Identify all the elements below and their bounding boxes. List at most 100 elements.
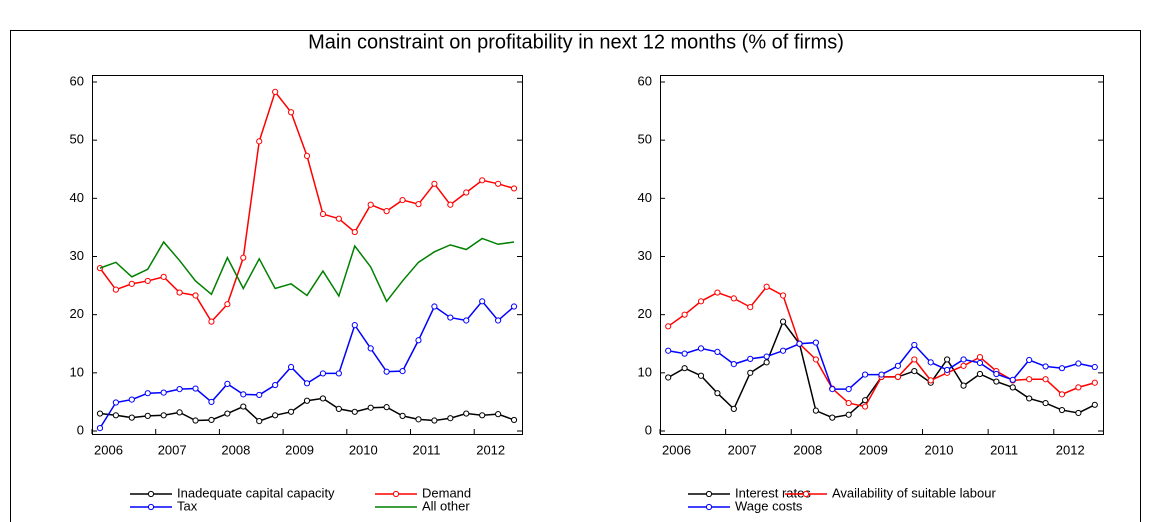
x-tick-label: 2010 xyxy=(349,442,378,457)
data-point xyxy=(730,295,737,302)
y-tick-label: 60 xyxy=(638,73,652,88)
data-point xyxy=(976,354,984,361)
data-point xyxy=(272,88,279,95)
data-point xyxy=(845,399,852,407)
data-point xyxy=(1091,363,1098,371)
data-point xyxy=(714,289,721,296)
data-point xyxy=(510,185,518,192)
data-point xyxy=(351,228,358,236)
data-point xyxy=(256,418,263,425)
data-point xyxy=(287,363,295,371)
data-point xyxy=(272,381,279,389)
data-point xyxy=(383,208,390,215)
plot-area xyxy=(660,75,1104,435)
data-point xyxy=(208,416,215,424)
data-point xyxy=(319,395,327,402)
y-tick-label: 30 xyxy=(638,248,652,263)
data-point xyxy=(303,152,311,159)
data-point xyxy=(319,370,327,377)
data-point xyxy=(976,370,984,378)
data-point xyxy=(1058,391,1066,398)
data-point xyxy=(367,404,374,411)
data-point xyxy=(128,396,135,403)
legend-label: Tax xyxy=(177,498,198,513)
legend-marker xyxy=(705,503,713,511)
data-point xyxy=(960,382,967,389)
data-point xyxy=(224,410,231,417)
data-point xyxy=(335,405,342,412)
data-point xyxy=(367,345,374,352)
legend-marker xyxy=(705,490,713,498)
data-point xyxy=(287,109,295,116)
data-point xyxy=(747,304,754,311)
data-point xyxy=(681,365,688,372)
legend-label: Availability of suitable labour xyxy=(832,485,996,500)
y-tick-label: 50 xyxy=(70,132,84,147)
data-point xyxy=(1009,384,1016,391)
data-point xyxy=(367,201,374,208)
data-point xyxy=(763,359,770,366)
data-point xyxy=(399,412,406,419)
data-point xyxy=(993,370,1000,378)
data-point xyxy=(463,317,470,324)
data-point xyxy=(96,410,104,417)
data-point xyxy=(399,196,406,204)
data-point xyxy=(224,380,231,387)
data-point xyxy=(495,317,502,324)
data-point xyxy=(894,373,902,381)
data-point xyxy=(1091,379,1098,386)
y-tick-label: 0 xyxy=(77,422,84,437)
data-point xyxy=(1026,395,1033,402)
y-tick-label: 40 xyxy=(638,190,652,205)
frame xyxy=(10,30,1141,522)
data-point xyxy=(1058,365,1066,372)
data-point xyxy=(256,138,263,145)
data-point xyxy=(240,403,247,410)
data-point xyxy=(479,298,486,305)
data-point xyxy=(861,403,869,410)
x-tick-label: 2007 xyxy=(158,442,187,457)
data-point xyxy=(431,417,438,424)
data-point xyxy=(960,356,967,363)
data-point xyxy=(911,367,918,375)
data-point xyxy=(415,201,422,208)
x-tick-label: 2008 xyxy=(221,442,250,457)
data-point xyxy=(112,399,119,406)
data-point xyxy=(812,407,819,414)
legend-label: Demand xyxy=(422,485,471,500)
data-point xyxy=(495,411,502,418)
legend-marker xyxy=(802,490,810,498)
data-point xyxy=(256,391,263,399)
data-point xyxy=(192,292,199,299)
data-point xyxy=(665,323,672,330)
data-point xyxy=(1026,356,1033,364)
data-point xyxy=(747,355,754,362)
data-point xyxy=(128,414,135,421)
data-point xyxy=(176,386,183,393)
data-point xyxy=(747,369,754,376)
data-point xyxy=(479,177,486,184)
data-point xyxy=(1075,409,1082,417)
data-point xyxy=(144,277,151,285)
legend-label: Interest rates xyxy=(735,485,811,500)
data-point xyxy=(495,180,502,187)
data-point xyxy=(911,356,918,363)
data-point xyxy=(1042,363,1049,370)
x-tick-label: 2009 xyxy=(859,442,888,457)
data-point xyxy=(861,371,869,378)
x-tick-label: 2010 xyxy=(925,442,954,457)
data-point xyxy=(112,286,119,293)
data-point xyxy=(681,350,688,357)
data-point xyxy=(829,386,836,393)
x-tick-label: 2012 xyxy=(1056,442,1085,457)
data-point xyxy=(763,353,770,360)
x-tick-label: 2007 xyxy=(728,442,757,457)
data-point xyxy=(383,404,390,411)
data-point xyxy=(176,289,183,296)
data-point xyxy=(779,292,787,299)
x-tick-label: 2008 xyxy=(793,442,822,457)
data-point xyxy=(1075,384,1082,391)
data-point xyxy=(383,368,390,375)
y-tick-label: 20 xyxy=(638,306,652,321)
